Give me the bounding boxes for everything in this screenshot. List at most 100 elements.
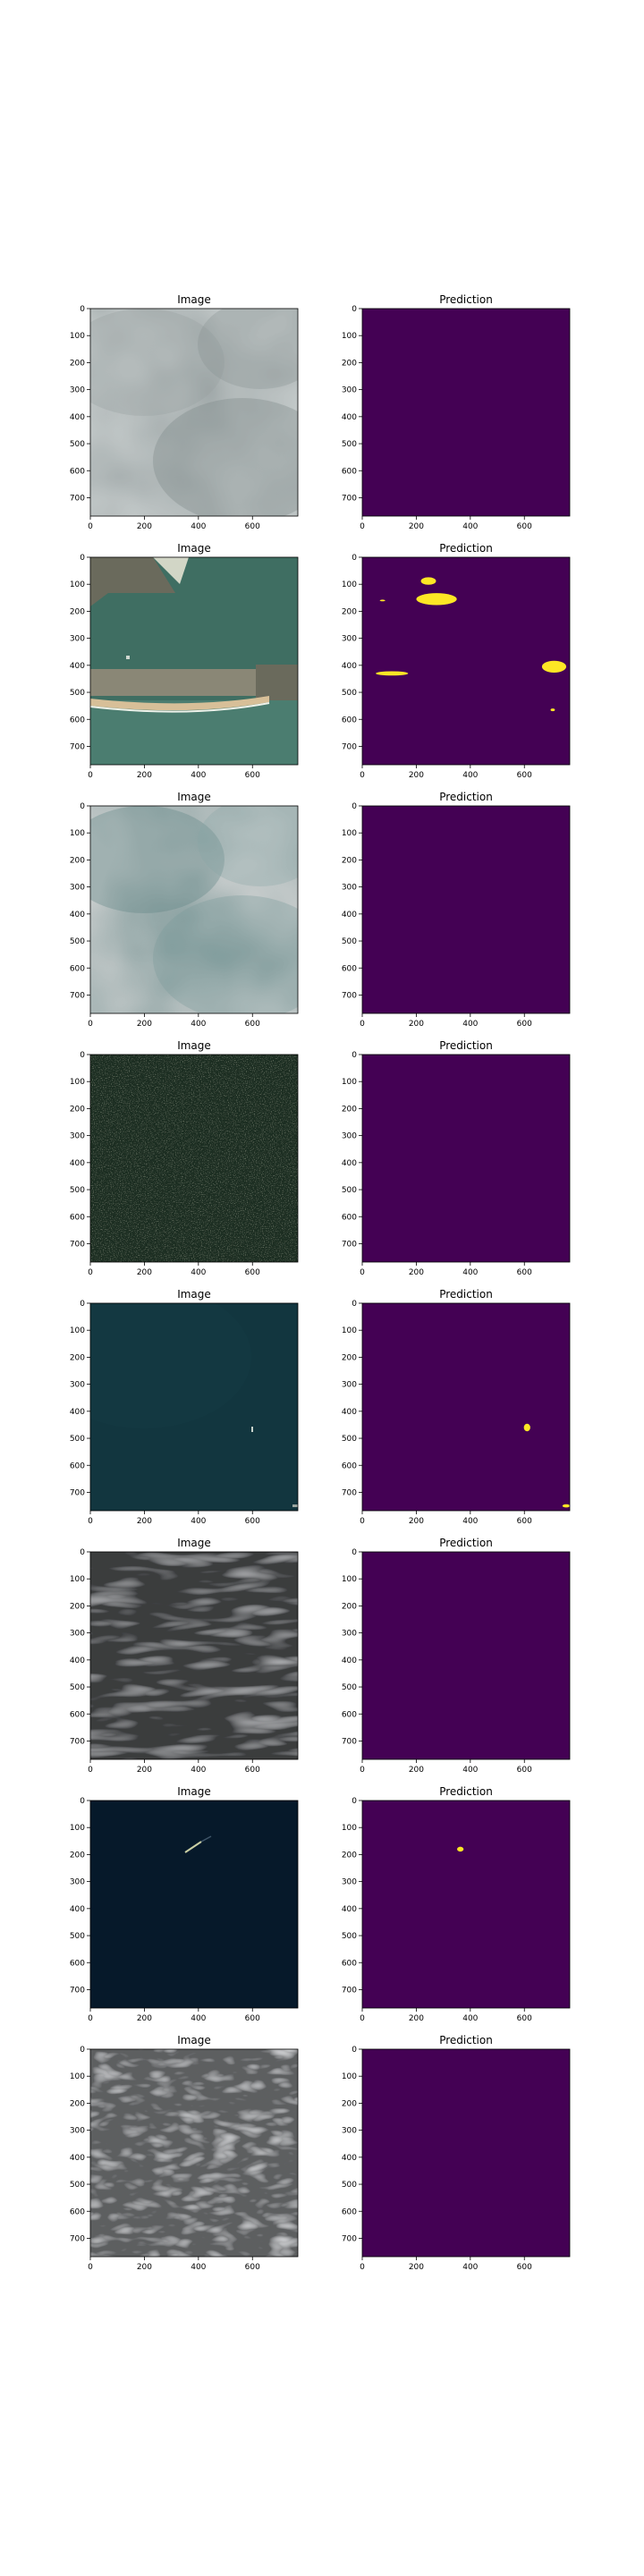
image-ytick-label: 600 (70, 1710, 85, 1719)
image-ytick-label: 600 (70, 964, 85, 973)
prediction-ytick-label: 700 (342, 991, 357, 1000)
prediction-xtick-label: 600 (517, 1020, 532, 1029)
prediction-ytick-label: 500 (342, 440, 357, 449)
image-ytick-label: 100 (70, 1078, 85, 1087)
image-ytick-label: 300 (70, 1381, 85, 1390)
image-xtick-label: 200 (137, 1020, 152, 1029)
prediction-ytick-label: 300 (342, 1132, 357, 1141)
image-ytick-label: 400 (70, 911, 85, 919)
prediction-ytick-label: 0 (352, 305, 357, 314)
image-ytick-label: 0 (80, 554, 85, 563)
image-subplot-title: Image (177, 293, 211, 306)
prediction-ytick-label: 500 (342, 689, 357, 698)
image-ytick-label: 200 (70, 1105, 85, 1114)
image-xtick-label: 200 (137, 1268, 152, 1277)
prediction-xtick-label: 600 (517, 2014, 532, 2023)
image-ytick-label: 0 (80, 802, 85, 811)
prediction-xtick-label: 200 (409, 2014, 424, 2023)
image-subplot: Image 0 200 400 600 0 100 200 300 400 500 600 700 (70, 293, 299, 531)
prediction-mask-background (362, 557, 570, 765)
satellite-image (90, 1801, 298, 2008)
image-ytick-label: 0 (80, 2046, 85, 2055)
image-xtick-label: 0 (88, 1517, 93, 1526)
prediction-blob (416, 593, 457, 606)
prediction-blob (541, 660, 567, 673)
image-panel-frame (89, 2048, 299, 2258)
image-subplot-title: Image (177, 1785, 211, 1798)
image-ytick-label: 700 (70, 1240, 85, 1249)
image-xtick-label: 400 (191, 1766, 206, 1775)
prediction-ytick-label: 600 (342, 716, 357, 724)
prediction-xtick-label: 600 (517, 1268, 532, 1277)
image-ytick-label: 200 (70, 1851, 85, 1860)
prediction-xtick-label: 0 (360, 771, 365, 780)
prediction-ytick-label: 400 (342, 413, 357, 422)
prediction-xtick-label: 600 (517, 771, 532, 780)
image-xtick-label: 0 (88, 2263, 93, 2272)
image-ytick-label: 700 (70, 1986, 85, 1995)
prediction-ytick-label: 700 (342, 1240, 357, 1249)
prediction-ytick-label: 300 (342, 2127, 357, 2136)
prediction-ytick-label: 200 (342, 359, 357, 368)
image-ytick-label: 200 (70, 1602, 85, 1611)
prediction-xtick-label: 600 (517, 522, 532, 531)
prediction-xtick-label: 600 (517, 1766, 532, 1775)
prediction-subplot-title: Prediction (439, 293, 493, 306)
prediction-xtick-label: 600 (517, 2263, 532, 2272)
image-ytick-label: 200 (70, 1353, 85, 1362)
image-subplot-title: Image (177, 542, 211, 555)
image-subplot: Image 0 200 400 600 0 100 200 300 400 500 600 700 (70, 791, 299, 1029)
prediction-ytick-label: 0 (352, 1797, 357, 1806)
image-ytick-label: 500 (70, 1932, 85, 1941)
image-ytick-label: 400 (70, 1905, 85, 1914)
image-xtick-label: 400 (191, 2014, 206, 2023)
satellite-image (90, 1055, 298, 1262)
prediction-subplot-title: Prediction (439, 1785, 493, 1798)
satellite-image (90, 309, 298, 516)
image-subplot: Image 0 200 400 600 0 100 200 300 400 500 600 700 (70, 2034, 299, 2272)
prediction-xtick-label: 400 (462, 2263, 478, 2272)
image-ytick-label: 300 (70, 635, 85, 644)
prediction-blob (562, 1504, 570, 1508)
prediction-ytick-label: 600 (342, 2207, 357, 2216)
prediction-mask-background (362, 2049, 570, 2257)
image-subplot-title: Image (177, 2034, 211, 2046)
prediction-xtick-label: 200 (409, 1766, 424, 1775)
prediction-subplot-title: Prediction (439, 1039, 493, 1052)
image-ytick-label: 200 (70, 856, 85, 865)
prediction-subplot: Prediction 0 200 400 600 0 100 200 300 400 500 600 7… (342, 1785, 571, 2023)
image-panel-frame (89, 1302, 299, 1512)
image-ytick-label: 0 (80, 305, 85, 314)
prediction-ytick-label: 200 (342, 1851, 357, 1860)
image-ytick-label: 400 (70, 1159, 85, 1168)
prediction-ytick-label: 600 (342, 1462, 357, 1470)
image-xtick-label: 400 (191, 1020, 206, 1029)
prediction-blob (420, 577, 436, 585)
prediction-mask-background (362, 1055, 570, 1262)
image-ytick-label: 600 (70, 467, 85, 476)
image-ytick-label: 300 (70, 884, 85, 893)
prediction-xtick-label: 400 (462, 1517, 478, 1526)
image-ytick-label: 700 (70, 991, 85, 1000)
image-xtick-label: 600 (245, 1268, 260, 1277)
prediction-subplot-title: Prediction (439, 1537, 493, 1549)
image-ytick-label: 600 (70, 1213, 85, 1222)
prediction-ytick-label: 200 (342, 856, 357, 865)
image-ytick-label: 600 (70, 1462, 85, 1470)
prediction-xtick-label: 600 (517, 1517, 532, 1526)
prediction-xtick-label: 0 (360, 522, 365, 531)
image-subplot: Image 0 200 400 600 0 100 200 300 400 500 600 700 (70, 1288, 299, 1526)
image-ytick-label: 400 (70, 1408, 85, 1417)
image-ytick-label: 500 (70, 689, 85, 698)
prediction-ytick-label: 0 (352, 554, 357, 563)
image-ytick-label: 400 (70, 1657, 85, 1665)
prediction-mask-background (362, 1801, 570, 2008)
image-ytick-label: 300 (70, 386, 85, 395)
prediction-panel-frame (361, 1054, 571, 1263)
prediction-ytick-label: 100 (342, 1078, 357, 1087)
prediction-ytick-label: 0 (352, 1051, 357, 1060)
prediction-xtick-label: 0 (360, 1268, 365, 1277)
prediction-ytick-label: 400 (342, 1657, 357, 1665)
